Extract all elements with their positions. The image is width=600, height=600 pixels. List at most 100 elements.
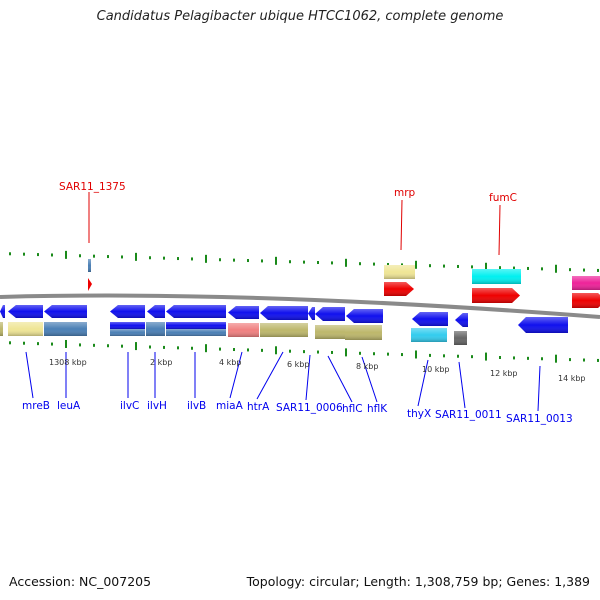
reverse-gene-label[interactable]: htrA (247, 401, 270, 413)
gene-annotation-box-shade (110, 329, 145, 336)
leader-lines (25, 192, 541, 412)
gene-annotation-box-shade (572, 276, 600, 290)
tick-mark-top (65, 250, 67, 259)
tick-mark-bottom (569, 358, 571, 362)
gene-annotation-box-shade (88, 259, 91, 272)
forward-gene-arrow-shade (384, 282, 414, 296)
tick-mark-bottom (233, 348, 235, 352)
tick-mark-bottom (303, 350, 305, 354)
tick-mark-bottom (289, 349, 291, 353)
tick-mark-bottom (499, 356, 501, 359)
reverse-gene-arrow-shade (0, 305, 5, 318)
leader-line (417, 359, 429, 407)
reverse-gene-arrow-shade (8, 305, 43, 318)
gene-annotation-box-shade (166, 329, 226, 336)
tick-mark-top (135, 252, 137, 261)
reverse-gene-label[interactable]: SAR11_0011 (435, 409, 502, 421)
reverse-gene-label[interactable]: hflK (367, 403, 388, 415)
forward-gene-label[interactable]: fumC (489, 192, 517, 204)
gene-annotation-box-shade (8, 322, 43, 336)
tick-mark-bottom (247, 348, 249, 352)
reverse-gene-label[interactable]: hflC (342, 403, 363, 415)
tick-mark-bottom (9, 341, 11, 345)
accession-text: Accession: NC_007205 (9, 574, 152, 589)
tick-mark-top (191, 257, 193, 261)
gene-annotation-box-shade (472, 269, 521, 284)
forward-gene-arrow-shade (572, 293, 600, 308)
reverse-gene-label[interactable]: ilvB (187, 400, 206, 412)
reverse-gene-label[interactable]: ilvC (120, 400, 139, 412)
leader-line (537, 365, 541, 412)
genome-backbone (0, 293, 600, 319)
scale-label: 1308 kbp (49, 358, 87, 367)
tick-mark-top (219, 258, 221, 262)
tick-mark-top (485, 262, 487, 271)
tick-mark-top (513, 266, 515, 270)
tick-mark-bottom (555, 354, 557, 363)
tick-mark-top (233, 258, 235, 262)
gene-annotation-box-shade (411, 328, 447, 342)
leader-line (498, 204, 501, 256)
reverse-gene-arrow-shade (260, 306, 308, 320)
tick-mark-top (331, 261, 333, 265)
tick-mark-bottom (205, 344, 207, 353)
tick-mark-bottom (597, 358, 599, 362)
tick-mark-bottom (415, 350, 417, 359)
leader-line (400, 199, 403, 251)
tick-marks (9, 250, 599, 363)
reverse-gene-arrow-shade (147, 305, 165, 318)
tick-mark-top (149, 256, 151, 260)
forward-gene-arrow[interactable] (88, 278, 92, 291)
tick-mark-top (317, 261, 319, 265)
reverse-gene-label[interactable]: miaA (216, 400, 244, 412)
tick-mark-top (401, 263, 403, 267)
tick-mark-bottom (23, 341, 25, 345)
scale-label: 10 kbp (422, 365, 450, 374)
gene-annotation-box-shade (0, 322, 3, 336)
leader-line (256, 351, 284, 400)
tick-mark-bottom (331, 350, 333, 354)
reverse-gene-arrow-shade (455, 313, 468, 327)
tick-mark-top (443, 264, 445, 268)
tick-mark-top (373, 262, 375, 266)
tick-mark-bottom (429, 353, 431, 357)
tick-mark-top (359, 262, 361, 266)
reverse-gene-arrow-shade (315, 307, 345, 321)
gene-annotation-box-shade (384, 265, 415, 279)
scale-label: 12 kbp (490, 369, 518, 378)
scale-label: 6 kbp (287, 360, 309, 369)
tick-mark-bottom (443, 354, 445, 358)
reverse-gene-label[interactable]: leuA (57, 400, 81, 412)
leader-line (229, 351, 243, 399)
tick-mark-top (527, 266, 529, 270)
forward-gene-label[interactable]: SAR11_1375 (59, 181, 126, 193)
tick-mark-top (555, 264, 557, 273)
reverse-gene-label[interactable]: ilvH (147, 400, 167, 412)
tick-mark-top (415, 260, 417, 269)
tick-mark-top (499, 266, 501, 270)
tick-mark-top (471, 265, 473, 269)
forward-gene-label[interactable]: mrp (394, 187, 416, 199)
tick-mark-bottom (387, 352, 389, 356)
tick-mark-top (107, 255, 109, 259)
reverse-gene-arrow-shade (308, 307, 315, 320)
reverse-gene-label[interactable]: SAR11_0013 (506, 413, 573, 425)
reverse-gene-label[interactable]: SAR11_0006 (276, 402, 343, 414)
tick-mark-bottom (135, 342, 137, 351)
tick-mark-bottom (93, 343, 95, 347)
tick-mark-top (205, 254, 207, 263)
reverse-gene-arrow-shade (346, 309, 383, 323)
tick-mark-bottom (401, 353, 403, 357)
tick-mark-bottom (527, 356, 529, 360)
tick-mark-bottom (79, 343, 81, 347)
reverse-gene-label[interactable]: thyX (407, 408, 431, 420)
tick-mark-bottom (65, 339, 67, 348)
tick-mark-bottom (541, 357, 543, 361)
tick-mark-bottom (177, 346, 179, 350)
tick-mark-top (597, 268, 599, 272)
reverse-gene-label[interactable]: mreB (22, 400, 50, 412)
leader-line (327, 355, 353, 403)
tick-mark-bottom (107, 344, 109, 348)
